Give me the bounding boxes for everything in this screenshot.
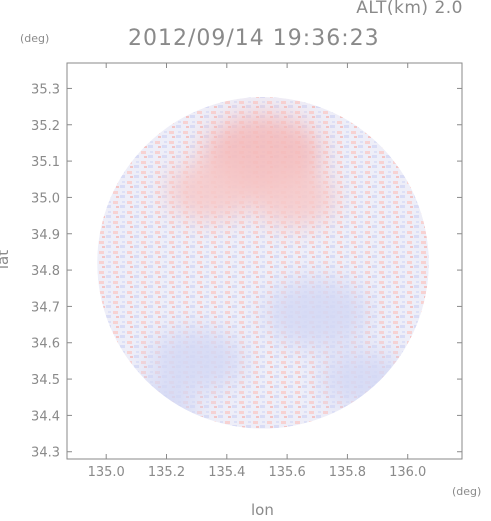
plot-datetime: 2012/09/14 19:36:23 — [128, 26, 380, 51]
x-tick-label: 136.0 — [389, 465, 426, 480]
altitude-label: ALT(km) 2.0 — [356, 0, 463, 18]
y-tick-label: 35.1 — [31, 155, 60, 170]
y-tick-label: 34.6 — [31, 337, 60, 352]
negative-region — [319, 349, 405, 409]
axis-ticks: 135.0 135.2 135.4 135.6 135.8 136.0 34.3 34.4 34… — [31, 63, 462, 480]
x-axis-unit: (deg) — [452, 485, 482, 498]
x-tick-label: 135.6 — [269, 465, 306, 480]
negative-region — [264, 278, 370, 350]
y-tick-label: 34.9 — [31, 228, 60, 243]
y-tick-label: 35.0 — [31, 191, 60, 206]
positive-region — [250, 167, 336, 227]
y-tick-label: 34.7 — [31, 300, 60, 315]
x-axis-label: lon — [251, 501, 274, 519]
y-tick-label: 34.5 — [31, 373, 60, 388]
velocity-field — [97, 96, 429, 429]
positive-region — [166, 159, 257, 222]
y-axis-unit: (deg) — [20, 32, 50, 45]
x-tick-label: 135.4 — [208, 465, 245, 480]
y-tick-label: 35.3 — [31, 82, 60, 97]
x-tick-label: 135.8 — [329, 465, 366, 480]
plot-frame — [66, 62, 463, 460]
y-tick-label: 35.2 — [31, 119, 60, 134]
negative-region — [106, 384, 197, 429]
x-tick-label: 135.0 — [88, 465, 125, 480]
y-tick-label: 34.3 — [31, 446, 60, 461]
y-tick-label: 34.8 — [31, 264, 60, 279]
y-tick-label: 34.4 — [31, 409, 60, 424]
x-tick-label: 135.2 — [148, 465, 185, 480]
negative-region — [149, 328, 245, 394]
